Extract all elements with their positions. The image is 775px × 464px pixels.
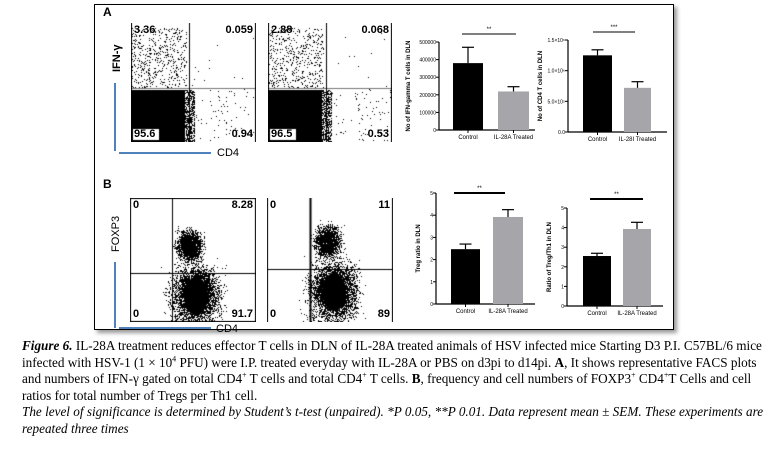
quadrant-percent-lr: 0.53 <box>367 128 389 140</box>
quadrant-percent-ll: 0 <box>133 308 140 320</box>
y-tick-label: 0 <box>561 304 564 310</box>
y-tick-label: 1.5×10⁶ <box>548 38 566 44</box>
caption-bold: B <box>411 371 421 387</box>
y-tick-label: 0 <box>433 128 436 134</box>
bar-control <box>583 256 611 306</box>
caption-note: The level of significance is determined … <box>22 404 764 436</box>
x-tick-label: Control <box>456 309 475 315</box>
y-tick-label: 200000 <box>419 93 436 99</box>
caption-text: PFU) were I.P. treated everyday with IL-… <box>176 354 555 370</box>
quadrant-percent-ur: 0.068 <box>361 24 389 36</box>
y-tick-label: 3 <box>561 245 564 251</box>
caption-text: IL-28A treatment reduces effector T cell… <box>22 338 762 370</box>
panel-b-label: B <box>103 177 112 191</box>
sup: + <box>242 370 247 380</box>
x-tick-label: IL-28A Treated <box>494 135 533 141</box>
caption-text: CD4 <box>635 371 664 387</box>
bar-treated <box>624 87 651 132</box>
significance-stars: ** <box>614 192 619 198</box>
y-tick-label: 2 <box>430 258 433 264</box>
y-tick-label: 5 <box>561 206 564 212</box>
figure-caption: Figure 6. IL-28A treatment reduces effec… <box>22 338 774 438</box>
caption-text: , frequency and cell numbers of FOXP3 <box>420 371 632 387</box>
caption-text: , It shows representative FACS plots and… <box>22 354 757 387</box>
bar-control <box>583 55 612 133</box>
x-tick-label: Control <box>588 137 607 143</box>
bar-treated <box>623 228 651 306</box>
x-tick-label: IL-28A Treated <box>617 311 656 317</box>
x-tick-label: IL-28A Treated <box>488 309 527 315</box>
x-tick-label: IL-28I Treated <box>619 137 656 143</box>
y-tick-label: 4 <box>561 226 564 232</box>
y-tick-label: 3 <box>430 235 433 241</box>
quadrant-percent-ul: 3.36 <box>134 24 156 36</box>
y-axis-arrow <box>114 83 116 151</box>
quadrant-percent-lr: 0.94 <box>231 128 253 140</box>
y-tick-label: 0 <box>430 302 433 308</box>
quadrant-percent-ur: 0.059 <box>225 24 253 36</box>
x-axis-arrow <box>119 152 211 154</box>
sup: + <box>663 370 669 380</box>
y-axis-arrow <box>114 262 116 328</box>
y-tick-label: 1 <box>430 280 433 286</box>
y-tick-label: 2 <box>561 265 564 271</box>
y-tick-label: 5.0×10⁵ <box>547 99 565 105</box>
y-axis-label: No of IFN-gamma T cells in DLN <box>406 40 412 131</box>
quadrant-percent-ll: 0 <box>270 308 277 320</box>
cd4-axis-label: CD4 <box>216 323 239 335</box>
significance-stars: ** <box>487 27 492 33</box>
facs-plot <box>130 198 256 322</box>
y-tick-label: 0.0 <box>558 130 565 136</box>
y-tick-label: 1 <box>561 284 564 290</box>
figure-label: Figure 6. <box>22 338 73 353</box>
x-tick-label: Control <box>458 135 477 141</box>
y-tick-label: 5 <box>430 191 433 197</box>
bar-control <box>451 249 480 304</box>
facs-plot <box>268 23 392 142</box>
bar-control <box>453 63 483 131</box>
caption-bold: A <box>554 354 565 370</box>
caption-text: T cells and total CD4 <box>246 371 363 387</box>
caption-text: T cells. <box>366 371 412 387</box>
quadrant-percent-ul: 2.88 <box>271 24 293 36</box>
facs-plot <box>131 23 256 142</box>
bar-treated <box>493 216 523 304</box>
caption-text: T Cells and cell ratios for total number… <box>22 371 752 403</box>
y-tick-label: 100000 <box>419 110 436 116</box>
x-tick-label: Control <box>587 311 606 317</box>
quadrant-percent-ur: 11 <box>378 199 390 211</box>
sup: 4 <box>172 354 177 364</box>
panel-a-label: A <box>103 5 112 19</box>
quadrant-percent-ul: 0 <box>133 199 140 211</box>
y-tick-label: 400000 <box>419 58 436 64</box>
quadrant-percent-lr: 91.7 <box>231 308 253 320</box>
quadrant-percent-ll: 96.5 <box>271 128 293 140</box>
facs-plot <box>267 198 393 322</box>
quadrant-percent-ul: 0 <box>270 199 277 211</box>
quadrant-percent-ll: 95.6 <box>134 128 156 140</box>
cd4-axis-label: CD4 <box>217 147 240 159</box>
quadrant-percent-ur: 8.28 <box>231 199 253 211</box>
y-tick-label: 1.0×10⁶ <box>548 69 566 75</box>
y-axis-label: Treg ratio in DLN <box>416 224 422 272</box>
quadrant-percent-lr: 89 <box>377 308 390 320</box>
bar-treated <box>498 91 529 130</box>
sup: + <box>362 370 367 380</box>
significance-stars: ** <box>477 186 482 192</box>
y-tick-label: 300000 <box>419 75 436 81</box>
sup: + <box>631 370 636 380</box>
y-tick-label: 4 <box>430 213 433 219</box>
y-axis-label: Ratio of Treg/Th1 in DLN <box>547 222 553 292</box>
y-tick-label: 500000 <box>419 40 436 46</box>
y-axis-label: No of CD4 T cells in DLN <box>538 51 544 121</box>
significance-stars: *** <box>610 25 618 31</box>
x-axis-arrow <box>119 327 211 329</box>
